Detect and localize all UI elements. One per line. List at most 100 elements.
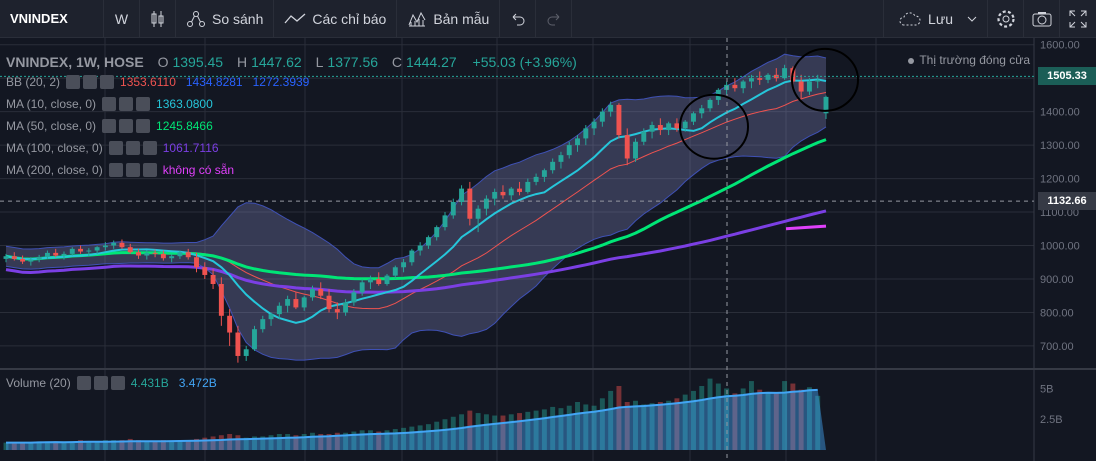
indicators-icon: [284, 13, 306, 23]
candle-body: [285, 299, 291, 306]
candle-body: [500, 191, 506, 196]
undo-button[interactable]: [500, 0, 537, 38]
interval-button[interactable]: W: [104, 0, 140, 38]
open-value: 1395.45: [172, 54, 224, 70]
volume-bar: [318, 434, 324, 450]
redo-button[interactable]: [536, 0, 573, 38]
close-icon[interactable]: [100, 75, 115, 89]
candle-body: [450, 202, 456, 216]
close-icon[interactable]: [136, 119, 151, 133]
gear-icon: [996, 9, 1015, 28]
candle-body: [624, 135, 630, 159]
eye-icon[interactable]: [108, 141, 123, 155]
eye-icon[interactable]: [102, 97, 117, 111]
candle-body: [94, 247, 100, 251]
fullscreen-button[interactable]: [1060, 0, 1096, 38]
close-icon[interactable]: [136, 97, 151, 111]
snapshot-button[interactable]: [1024, 0, 1060, 38]
candle-body: [102, 245, 108, 248]
close-icon[interactable]: [142, 163, 157, 177]
volume-bar: [260, 436, 266, 450]
indicator-controls[interactable]: [108, 141, 157, 155]
gear-icon[interactable]: [125, 141, 140, 155]
volume-bar: [343, 432, 349, 450]
volume-bar: [541, 409, 547, 450]
volume-bar: [633, 400, 638, 450]
settings-button[interactable]: [988, 0, 1024, 38]
gear-icon[interactable]: [125, 163, 140, 177]
indicator-controls[interactable]: [76, 376, 125, 390]
volume-bar: [773, 392, 779, 450]
candle-body: [541, 170, 547, 177]
indicator-controls[interactable]: [66, 75, 115, 89]
gear-icon[interactable]: [119, 119, 134, 133]
volume-bar: [53, 441, 59, 450]
volume-bar: [815, 395, 821, 450]
candle-body: [566, 145, 572, 156]
candle-body: [467, 188, 473, 219]
compare-button[interactable]: So sánh: [176, 0, 275, 38]
eye-icon[interactable]: [76, 376, 91, 390]
candle-body: [3, 256, 9, 259]
volume-bar: [11, 442, 17, 450]
save-label: Lưu: [928, 10, 953, 27]
indicator-legend[interactable]: MA (100, close, 0) 1061.7116: [6, 141, 229, 155]
indicator-controls[interactable]: [102, 119, 151, 133]
symbol-search-button[interactable]: VNINDEX: [0, 0, 104, 38]
close-icon[interactable]: [142, 141, 157, 155]
indicator-legend[interactable]: MA (200, close, 0) không có sẵn: [6, 163, 244, 177]
indicator-legend[interactable]: Volume (20) 4.431B 3.472B: [6, 376, 227, 390]
candle-body: [61, 253, 67, 256]
volume-bar: [285, 434, 291, 450]
chevron-down-icon[interactable]: [967, 15, 977, 23]
change-value: +55.03 (+3.96%): [472, 54, 577, 70]
volume-bar: [392, 429, 398, 450]
volume-bar: [276, 434, 282, 450]
indicator-value: 1272.3939: [252, 75, 310, 89]
redo-icon: [547, 13, 560, 25]
gear-icon[interactable]: [119, 97, 134, 111]
volume-bar: [575, 402, 580, 450]
templates-button[interactable]: Bản mẫu: [397, 0, 501, 38]
candle-body: [268, 314, 274, 320]
gear-icon[interactable]: [83, 75, 98, 89]
gear-icon[interactable]: [93, 376, 108, 390]
market-status: Thị trường đóng cửa: [908, 53, 1030, 67]
volume-bar: [707, 378, 713, 450]
chart-canvas[interactable]: 1600.001500.001400.001300.001200.001100.…: [0, 38, 1096, 461]
volume-bar: [765, 393, 771, 450]
volume-bar: [782, 381, 788, 450]
close-icon[interactable]: [110, 376, 125, 390]
candle-body: [36, 256, 42, 260]
volume-bar: [608, 390, 614, 450]
volume-bar: [757, 389, 763, 450]
eye-icon[interactable]: [102, 119, 117, 133]
candle-body: [260, 319, 266, 330]
templates-label: Bản mẫu: [433, 10, 490, 27]
templates-icon: [408, 11, 426, 26]
volume-bar: [649, 403, 655, 450]
volume-bar: [235, 435, 241, 450]
low-value: 1377.56: [327, 54, 379, 70]
eye-icon[interactable]: [108, 163, 123, 177]
candle-body: [392, 267, 398, 276]
indicator-controls[interactable]: [108, 163, 157, 177]
volume-bar: [28, 442, 34, 450]
volume-bar: [20, 442, 26, 450]
eye-icon[interactable]: [66, 75, 81, 89]
indicators-button[interactable]: Các chỉ báo: [274, 0, 398, 38]
volume-bar: [508, 414, 514, 450]
indicator-legend[interactable]: MA (10, close, 0) 1363.0800: [6, 97, 223, 111]
volume-axis-label: 5B: [1040, 383, 1053, 395]
indicator-legend[interactable]: MA (50, close, 0) 1245.8466: [6, 119, 223, 133]
indicator-legend[interactable]: BB (20, 2) 1353.6110 1434.8281 1272.3939: [6, 75, 319, 89]
indicator-controls[interactable]: [102, 97, 151, 111]
bollinger-upper-line: [5, 53, 827, 269]
price-axis-label: 1600.00: [1040, 40, 1080, 52]
candle-body: [732, 84, 738, 89]
annotation-circle: [791, 47, 859, 112]
save-button[interactable]: Lưu: [884, 0, 988, 38]
chart-area[interactable]: 1600.001500.001400.001300.001200.001100.…: [0, 38, 1096, 461]
close-key: C: [391, 54, 403, 70]
chart-type-button[interactable]: [140, 0, 176, 38]
